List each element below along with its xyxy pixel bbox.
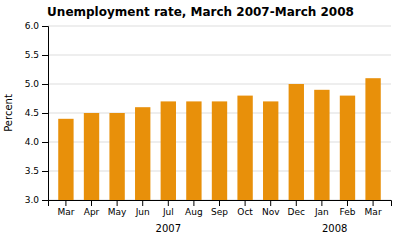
plot: 3.0 3.5 4.0 4.5 5.0 5.5 6.0 Mar Apr May Jun Jul Aug S… xyxy=(25,21,392,217)
x-tick: Mar xyxy=(365,200,382,217)
y-tick-mark xyxy=(42,113,48,114)
x-tick-mark xyxy=(296,200,297,206)
x-tick-mark xyxy=(219,200,220,206)
bar xyxy=(135,107,150,200)
y-tick: 4.5 xyxy=(25,108,48,118)
y-tick-label: 3.0 xyxy=(25,195,40,205)
y-tick-mark xyxy=(42,171,48,172)
x-tick-label: Aug xyxy=(185,207,203,217)
grid-line xyxy=(48,84,391,85)
x-tick: Aug xyxy=(185,200,203,217)
y-tick-mark xyxy=(42,26,48,27)
x-tick: May xyxy=(108,200,127,217)
grid-line xyxy=(48,26,391,27)
bar xyxy=(365,78,380,200)
x-tick-label: Sep xyxy=(211,207,228,217)
x-tick-mark xyxy=(373,200,374,206)
bar xyxy=(340,96,355,200)
y-tick-mark xyxy=(42,84,48,85)
x-tick-label: Jan xyxy=(314,207,329,217)
x-tick-label: Mar xyxy=(57,207,74,217)
x-tick-mark xyxy=(347,200,348,206)
y-tick-mark xyxy=(42,142,48,143)
y-tick-label: 4.0 xyxy=(25,137,40,147)
bars xyxy=(58,78,381,200)
annotation: 2008 xyxy=(322,223,347,234)
x-tick-mark xyxy=(142,200,143,206)
x-tick: Feb xyxy=(340,200,356,217)
x-tick-label: Jun xyxy=(135,207,150,217)
x-tick-label: Dec xyxy=(288,207,305,217)
y-axis-title: Percent xyxy=(3,94,14,132)
bar xyxy=(263,101,278,200)
x-tick-label: Jul xyxy=(162,207,174,217)
y-tick: 5.0 xyxy=(25,79,48,89)
grid-line xyxy=(48,55,391,56)
x-tick-mark xyxy=(321,200,322,206)
x-tick-mark xyxy=(65,200,66,206)
y-axis: 3.0 3.5 4.0 4.5 5.0 5.5 6.0 xyxy=(25,21,49,205)
x-tick: Jun xyxy=(135,200,150,217)
bar xyxy=(109,113,124,200)
x-tick: Sep xyxy=(211,200,228,217)
y-tick: 3.5 xyxy=(25,166,48,176)
x-tick: Jul xyxy=(162,200,174,217)
x-tick-label: May xyxy=(108,207,127,217)
bar xyxy=(212,101,227,200)
x-tick-label: Nov xyxy=(262,207,280,217)
y-axis-line xyxy=(42,27,49,201)
x-tick: Dec xyxy=(288,200,305,217)
y-tick-label: 3.5 xyxy=(25,166,39,176)
bar xyxy=(58,119,73,200)
x-tick: Jan xyxy=(314,200,329,217)
bar xyxy=(237,96,252,200)
x-tick-mark xyxy=(270,200,271,206)
x-tick-label: Feb xyxy=(340,207,356,217)
x-tick-mark xyxy=(117,200,118,206)
x-tick-mark xyxy=(91,200,92,206)
y-tick-mark xyxy=(42,55,48,56)
y-tick-mark xyxy=(42,200,48,201)
grid xyxy=(48,26,391,200)
x-axis: Mar Apr May Jun Jul Aug Sep Oct Nov Dec Jan Feb Mar xyxy=(49,200,392,217)
y-tick: 6.0 xyxy=(25,21,48,31)
x-tick-mark xyxy=(168,200,169,206)
y-tick-label: 5.0 xyxy=(25,79,40,89)
x-tick: Apr xyxy=(84,200,100,217)
annotation: 2007 xyxy=(156,223,181,234)
bar xyxy=(289,84,304,200)
chart: 3.0 3.5 4.0 4.5 5.0 5.5 6.0 Mar Apr May Jun Jul Aug S… xyxy=(0,0,401,238)
x-tick-mark xyxy=(245,200,246,206)
x-tick-label: Mar xyxy=(365,207,382,217)
bar xyxy=(161,101,176,200)
x-axis-line xyxy=(49,201,392,207)
y-tick: 3.0 xyxy=(25,195,48,205)
x-tick: Nov xyxy=(262,200,280,217)
y-tick-label: 4.5 xyxy=(25,108,39,118)
x-tick-mark xyxy=(193,200,194,206)
y-tick: 4.0 xyxy=(25,137,48,147)
bar xyxy=(314,90,329,200)
x-tick: Oct xyxy=(237,200,253,217)
x-tick-label: Oct xyxy=(237,207,253,217)
x-tick: Mar xyxy=(57,200,74,217)
bar xyxy=(84,113,99,200)
y-tick-label: 6.0 xyxy=(25,21,40,31)
y-tick: 5.5 xyxy=(25,50,48,60)
x-tick-label: Apr xyxy=(84,207,100,217)
y-tick-label: 5.5 xyxy=(25,50,39,60)
bar xyxy=(186,101,201,200)
title: Unemployment rate, March 2007-March 2008 xyxy=(47,5,354,19)
